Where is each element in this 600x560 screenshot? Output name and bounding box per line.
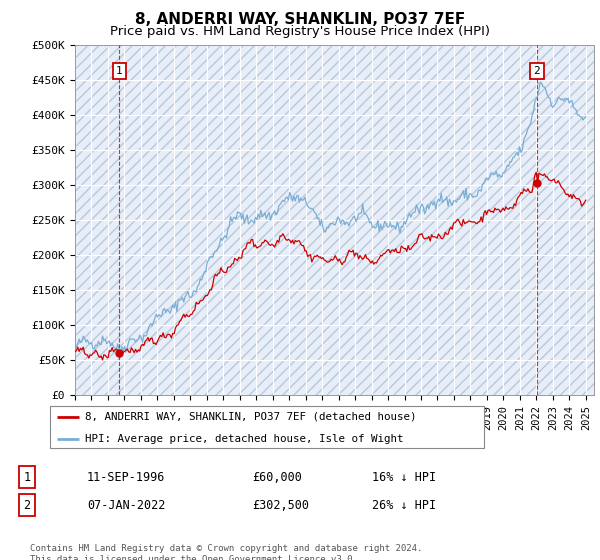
Text: 26% ↓ HPI: 26% ↓ HPI	[372, 498, 436, 512]
Text: Price paid vs. HM Land Registry's House Price Index (HPI): Price paid vs. HM Land Registry's House …	[110, 25, 490, 38]
Text: 8, ANDERRI WAY, SHANKLIN, PO37 7EF (detached house): 8, ANDERRI WAY, SHANKLIN, PO37 7EF (deta…	[85, 412, 417, 422]
Text: 07-JAN-2022: 07-JAN-2022	[87, 498, 166, 512]
Text: 2: 2	[23, 498, 31, 512]
Text: 8, ANDERRI WAY, SHANKLIN, PO37 7EF: 8, ANDERRI WAY, SHANKLIN, PO37 7EF	[135, 12, 465, 27]
Text: 11-SEP-1996: 11-SEP-1996	[87, 470, 166, 484]
Text: 16% ↓ HPI: 16% ↓ HPI	[372, 470, 436, 484]
Text: 2: 2	[533, 66, 540, 76]
Text: £60,000: £60,000	[252, 470, 302, 484]
Text: 1: 1	[23, 470, 31, 484]
Text: Contains HM Land Registry data © Crown copyright and database right 2024.
This d: Contains HM Land Registry data © Crown c…	[30, 544, 422, 560]
Text: HPI: Average price, detached house, Isle of Wight: HPI: Average price, detached house, Isle…	[85, 434, 404, 444]
Text: £302,500: £302,500	[252, 498, 309, 512]
Text: 1: 1	[116, 66, 123, 76]
FancyBboxPatch shape	[50, 405, 484, 449]
